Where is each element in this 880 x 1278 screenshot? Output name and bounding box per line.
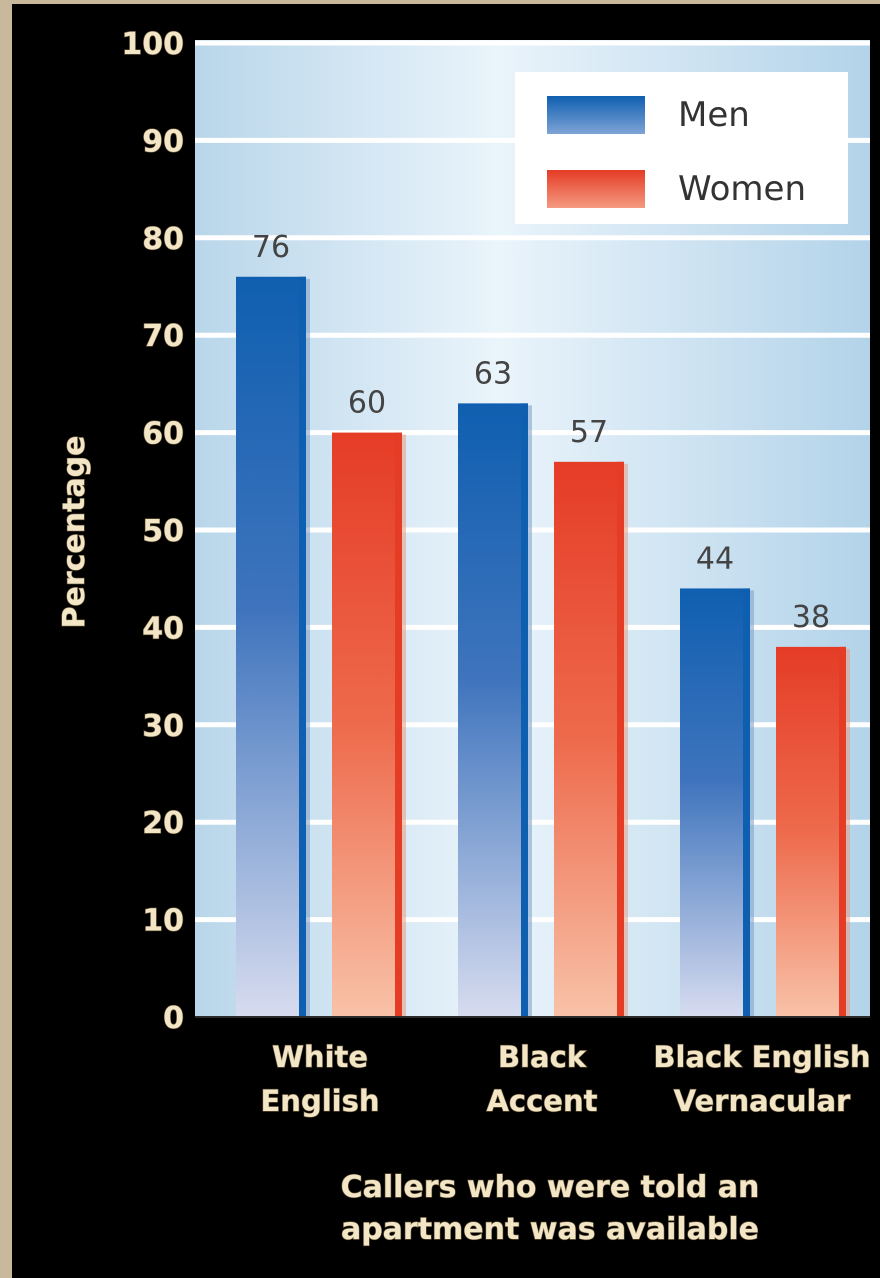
y-tick-label: 60 <box>142 417 184 452</box>
chart-canvas: 0 10 20 30 40 50 60 70 80 90 100 76 63 44 60 57 38 Whit… <box>12 4 880 1278</box>
y-tick-label: 30 <box>142 709 184 744</box>
y-tick-label: 10 <box>142 904 184 939</box>
y-axis-ticks: 0 10 20 30 40 50 60 70 80 90 100 <box>121 26 185 1036</box>
data-label: 44 <box>696 541 734 576</box>
x-axis-label: Callers who were told an apartment was av… <box>340 1169 760 1247</box>
legend-label-men: Men <box>678 95 750 135</box>
bar-women <box>554 461 624 1017</box>
bar-edge <box>395 432 402 1018</box>
y-axis-label: Percentage <box>57 435 92 628</box>
data-labels: 76 63 44 60 57 38 <box>252 230 830 635</box>
category-label: Black English Vernacular <box>653 1040 870 1118</box>
data-label: 60 <box>348 386 386 421</box>
data-label: 76 <box>252 230 290 265</box>
y-tick-label: 50 <box>142 514 184 549</box>
bars <box>236 276 850 1018</box>
bar-men <box>680 588 750 1017</box>
y-tick-label: 70 <box>142 319 184 354</box>
data-label: 63 <box>474 356 512 391</box>
legend: Men Women <box>515 72 848 224</box>
bar-chart: 0 10 20 30 40 50 60 70 80 90 100 76 63 44 60 57 38 Whit… <box>56 26 871 1247</box>
x-axis-title: Callers who were told an apartment was av… <box>341 1170 760 1247</box>
bar-edge <box>299 276 306 1017</box>
y-tick-label: 0 <box>163 1001 184 1036</box>
bar-edge <box>617 461 624 1017</box>
y-tick-label: 40 <box>142 611 184 646</box>
y-tick-label: 100 <box>121 27 184 62</box>
y-tick-label: 20 <box>142 806 184 841</box>
bar-men <box>458 403 528 1017</box>
bar-edge <box>743 588 750 1017</box>
legend-label-women: Women <box>678 169 806 209</box>
bar-men <box>236 276 306 1017</box>
legend-swatch-men <box>547 96 645 134</box>
category-label: Black Accent <box>486 1040 597 1118</box>
bar-women <box>332 432 402 1018</box>
data-label: 57 <box>570 415 608 450</box>
bar-women <box>776 646 846 1017</box>
y-tick-label: 80 <box>142 222 184 257</box>
bar-edge <box>521 403 528 1017</box>
category-label: White English <box>260 1040 379 1118</box>
data-label: 38 <box>792 600 830 635</box>
y-tick-label: 90 <box>142 124 184 159</box>
legend-swatch-women <box>547 170 645 208</box>
bar-edge <box>839 646 846 1017</box>
category-labels: White English Black Accent Black English Vern… <box>260 1039 871 1118</box>
